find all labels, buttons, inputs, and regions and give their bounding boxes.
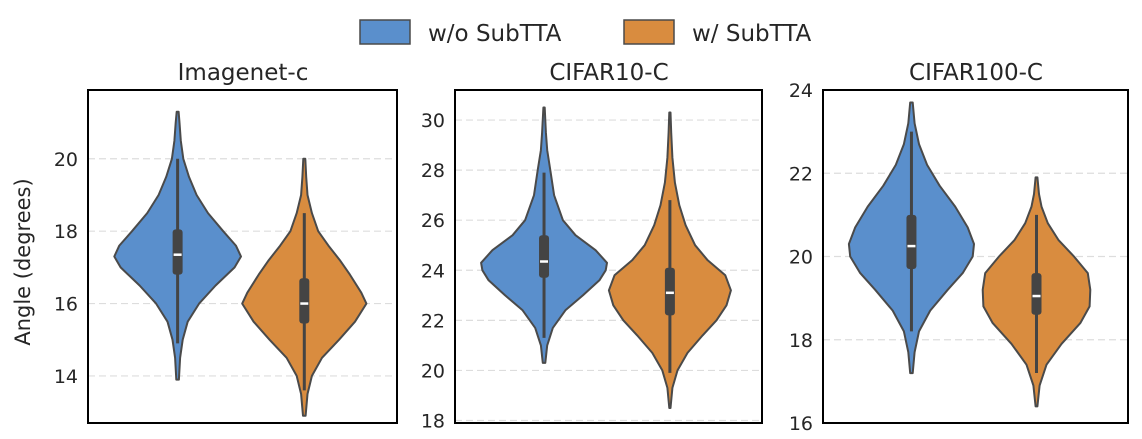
y-tick-label: 18 [54, 221, 78, 243]
panel-cifar100-c: CIFAR100-C 16 18 20 22 24 [789, 60, 1129, 435]
legend-swatch-with-subtta [623, 19, 675, 45]
legend: w/o SubTTA w/ SubTTA [359, 19, 812, 47]
legend-label-with-subtta: w/ SubTTA [692, 21, 812, 47]
y-axis-label: Angle (degrees) [11, 178, 35, 345]
iqr-box [664, 267, 675, 316]
panel-title-cifar10-c: CIFAR10-C [549, 60, 668, 86]
y-tick-label: 24 [789, 80, 813, 102]
y-tick-label: 26 [421, 210, 445, 232]
y-tick-label: 18 [421, 410, 445, 432]
y-tick-label: 14 [54, 366, 78, 388]
y-tick-label: 20 [421, 360, 445, 382]
y-tick-label: 24 [421, 260, 445, 282]
panel-cifar10-c: CIFAR10-C 18 20 22 24 26 28 30 [421, 60, 763, 432]
y-tick-label: 20 [54, 149, 78, 171]
iqr-box [906, 214, 917, 269]
panel-frame [822, 89, 1129, 424]
panel-frame [454, 89, 763, 424]
iqr-box [1031, 273, 1042, 315]
legend-swatch-without-subtta [359, 19, 411, 45]
panel-title-cifar100-c: CIFAR100-C [909, 60, 1043, 86]
iqr-box [172, 229, 183, 275]
y-tick-label: 22 [421, 310, 445, 332]
y-tick-label: 22 [789, 163, 813, 185]
iqr-box [299, 278, 310, 324]
legend-label-without-subtta: w/o SubTTA [428, 21, 562, 47]
y-tick-label: 30 [421, 110, 445, 132]
panel-title-imagenet-c: Imagenet-c [178, 60, 309, 86]
panel-imagenet-c: Imagenet-c 14 16 18 20 [54, 60, 398, 424]
panel-frame [87, 89, 398, 424]
y-tick-label: 28 [421, 160, 445, 182]
y-tick-label: 16 [54, 294, 78, 316]
y-tick-label: 20 [789, 247, 813, 269]
iqr-box [539, 235, 550, 278]
y-tick-label: 16 [789, 413, 813, 435]
y-tick-label: 18 [789, 330, 813, 352]
